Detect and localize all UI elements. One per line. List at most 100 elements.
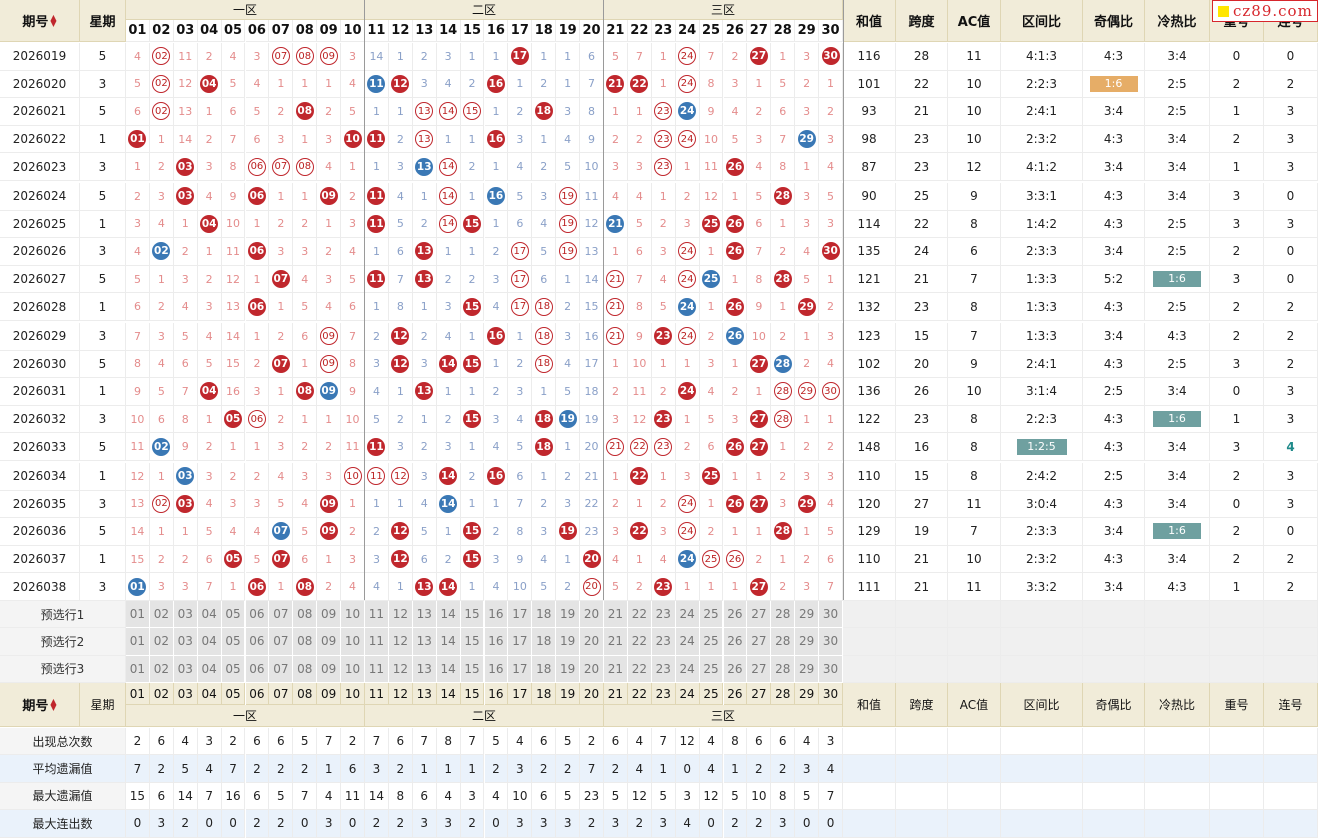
preselect-number-12[interactable]: 12 xyxy=(388,601,413,629)
preselect-number-19[interactable]: 19 xyxy=(556,655,581,683)
preselect-number-08[interactable]: 08 xyxy=(293,601,318,629)
preselect-number-15[interactable]: 15 xyxy=(460,601,485,629)
preselect-number-26[interactable]: 26 xyxy=(723,655,748,683)
preselect-number-01[interactable]: 01 xyxy=(126,601,150,629)
preselect-number-04[interactable]: 04 xyxy=(197,655,222,683)
preselect-number-02[interactable]: 02 xyxy=(149,628,174,656)
preselect-number-29[interactable]: 29 xyxy=(795,628,820,656)
preselect-number-11[interactable]: 11 xyxy=(365,655,389,683)
preselect-number-28[interactable]: 28 xyxy=(771,655,796,683)
preselect-number-03[interactable]: 03 xyxy=(173,601,198,629)
stat-value-text: 1 xyxy=(731,761,739,776)
preselect-number-14[interactable]: 14 xyxy=(436,655,461,683)
preselect-number-20[interactable]: 20 xyxy=(580,601,604,629)
preselect-number-06[interactable]: 06 xyxy=(245,628,270,656)
preselect-number-26[interactable]: 26 xyxy=(723,601,748,629)
preselect-number-13[interactable]: 13 xyxy=(412,655,437,683)
preselect-number-02[interactable]: 02 xyxy=(149,601,174,629)
preselect-number-16[interactable]: 16 xyxy=(484,628,509,656)
preselect-number-13[interactable]: 13 xyxy=(412,628,437,656)
preselect-number-08[interactable]: 08 xyxy=(293,655,318,683)
preselect-number-07[interactable]: 07 xyxy=(269,655,294,683)
stat-value-text: 12 xyxy=(703,788,719,803)
preselect-number-07[interactable]: 07 xyxy=(269,601,294,629)
preselect-number-24[interactable]: 24 xyxy=(675,628,700,656)
preselect-number-22[interactable]: 22 xyxy=(627,601,652,629)
preselect-number-04[interactable]: 04 xyxy=(197,601,222,629)
preselect-number-19[interactable]: 19 xyxy=(556,601,581,629)
preselect-number-09[interactable]: 09 xyxy=(317,655,342,683)
preselect-number-25[interactable]: 25 xyxy=(699,601,724,629)
preselect-number-21[interactable]: 21 xyxy=(604,655,628,683)
preselect-number-07[interactable]: 07 xyxy=(269,628,294,656)
preselect-number-08[interactable]: 08 xyxy=(293,628,318,656)
miss-count: 8 xyxy=(181,412,189,426)
preselect-number-22[interactable]: 22 xyxy=(627,655,652,683)
preselect-number-22[interactable]: 22 xyxy=(627,628,652,656)
draw-cell: 1 xyxy=(723,265,748,294)
preselect-number-29[interactable]: 29 xyxy=(795,655,820,683)
preselect-number-30[interactable]: 30 xyxy=(819,655,843,683)
preselect-number-29[interactable]: 29 xyxy=(795,601,820,629)
preselect-number-20[interactable]: 20 xyxy=(580,628,604,656)
preselect-number-23[interactable]: 23 xyxy=(651,628,676,656)
preselect-number-25[interactable]: 25 xyxy=(699,655,724,683)
preselect-number-10[interactable]: 10 xyxy=(341,655,365,683)
preselect-number-03[interactable]: 03 xyxy=(173,628,198,656)
preselect-number-05[interactable]: 05 xyxy=(221,601,246,629)
preselect-number-02[interactable]: 02 xyxy=(149,655,174,683)
preselect-number-15[interactable]: 15 xyxy=(460,655,485,683)
preselect-number-18[interactable]: 18 xyxy=(532,655,557,683)
site-logo[interactable]: cz89.com xyxy=(1212,0,1318,22)
preselect-number-01[interactable]: 01 xyxy=(126,655,150,683)
sort-arrows-icon[interactable]: ▲ ▼ xyxy=(50,12,57,28)
preselect-number-03[interactable]: 03 xyxy=(173,655,198,683)
preselect-number-25[interactable]: 25 xyxy=(699,628,724,656)
footer-header-qihao[interactable]: 期号 ▲ ▼ xyxy=(0,683,80,727)
preselect-number-18[interactable]: 18 xyxy=(532,601,557,629)
preselect-number-12[interactable]: 12 xyxy=(388,628,413,656)
preselect-number-14[interactable]: 14 xyxy=(436,601,461,629)
preselect-number-16[interactable]: 16 xyxy=(484,601,509,629)
preselect-number-05[interactable]: 05 xyxy=(221,628,246,656)
preselect-number-10[interactable]: 10 xyxy=(341,601,365,629)
preselect-number-26[interactable]: 26 xyxy=(723,628,748,656)
preselect-number-17[interactable]: 17 xyxy=(508,628,533,656)
preselect-number-27[interactable]: 27 xyxy=(747,628,772,656)
preselect-number-30[interactable]: 30 xyxy=(819,601,843,629)
preselect-number-11[interactable]: 11 xyxy=(365,601,389,629)
preselect-number-13[interactable]: 13 xyxy=(412,601,437,629)
preselect-number-12[interactable]: 12 xyxy=(388,655,413,683)
preselect-number-14[interactable]: 14 xyxy=(436,628,461,656)
preselect-number-19[interactable]: 19 xyxy=(556,628,581,656)
miss-count: 1 xyxy=(492,49,500,63)
preselect-number-20[interactable]: 20 xyxy=(580,655,604,683)
preselect-number-09[interactable]: 09 xyxy=(317,628,342,656)
sort-arrows-icon[interactable]: ▲ ▼ xyxy=(50,696,57,712)
preselect-number-21[interactable]: 21 xyxy=(604,601,628,629)
preselect-number-30[interactable]: 30 xyxy=(819,628,843,656)
preselect-number-18[interactable]: 18 xyxy=(532,628,557,656)
preselect-number-17[interactable]: 17 xyxy=(508,655,533,683)
preselect-number-21[interactable]: 21 xyxy=(604,628,628,656)
preselect-number-28[interactable]: 28 xyxy=(771,601,796,629)
preselect-number-06[interactable]: 06 xyxy=(245,655,270,683)
preselect-number-10[interactable]: 10 xyxy=(341,628,365,656)
preselect-number-17[interactable]: 17 xyxy=(508,601,533,629)
preselect-number-05[interactable]: 05 xyxy=(221,655,246,683)
preselect-number-06[interactable]: 06 xyxy=(245,601,270,629)
preselect-number-04[interactable]: 04 xyxy=(197,628,222,656)
preselect-number-16[interactable]: 16 xyxy=(484,655,509,683)
preselect-number-23[interactable]: 23 xyxy=(651,655,676,683)
preselect-number-27[interactable]: 27 xyxy=(747,601,772,629)
preselect-number-28[interactable]: 28 xyxy=(771,628,796,656)
preselect-number-23[interactable]: 23 xyxy=(651,601,676,629)
header-qihao[interactable]: 期号 ▲ ▼ xyxy=(0,0,80,42)
preselect-number-24[interactable]: 24 xyxy=(675,601,700,629)
preselect-number-11[interactable]: 11 xyxy=(365,628,389,656)
preselect-number-24[interactable]: 24 xyxy=(675,655,700,683)
preselect-number-09[interactable]: 09 xyxy=(317,601,342,629)
preselect-number-01[interactable]: 01 xyxy=(126,628,150,656)
preselect-number-15[interactable]: 15 xyxy=(460,628,485,656)
preselect-number-27[interactable]: 27 xyxy=(747,655,772,683)
